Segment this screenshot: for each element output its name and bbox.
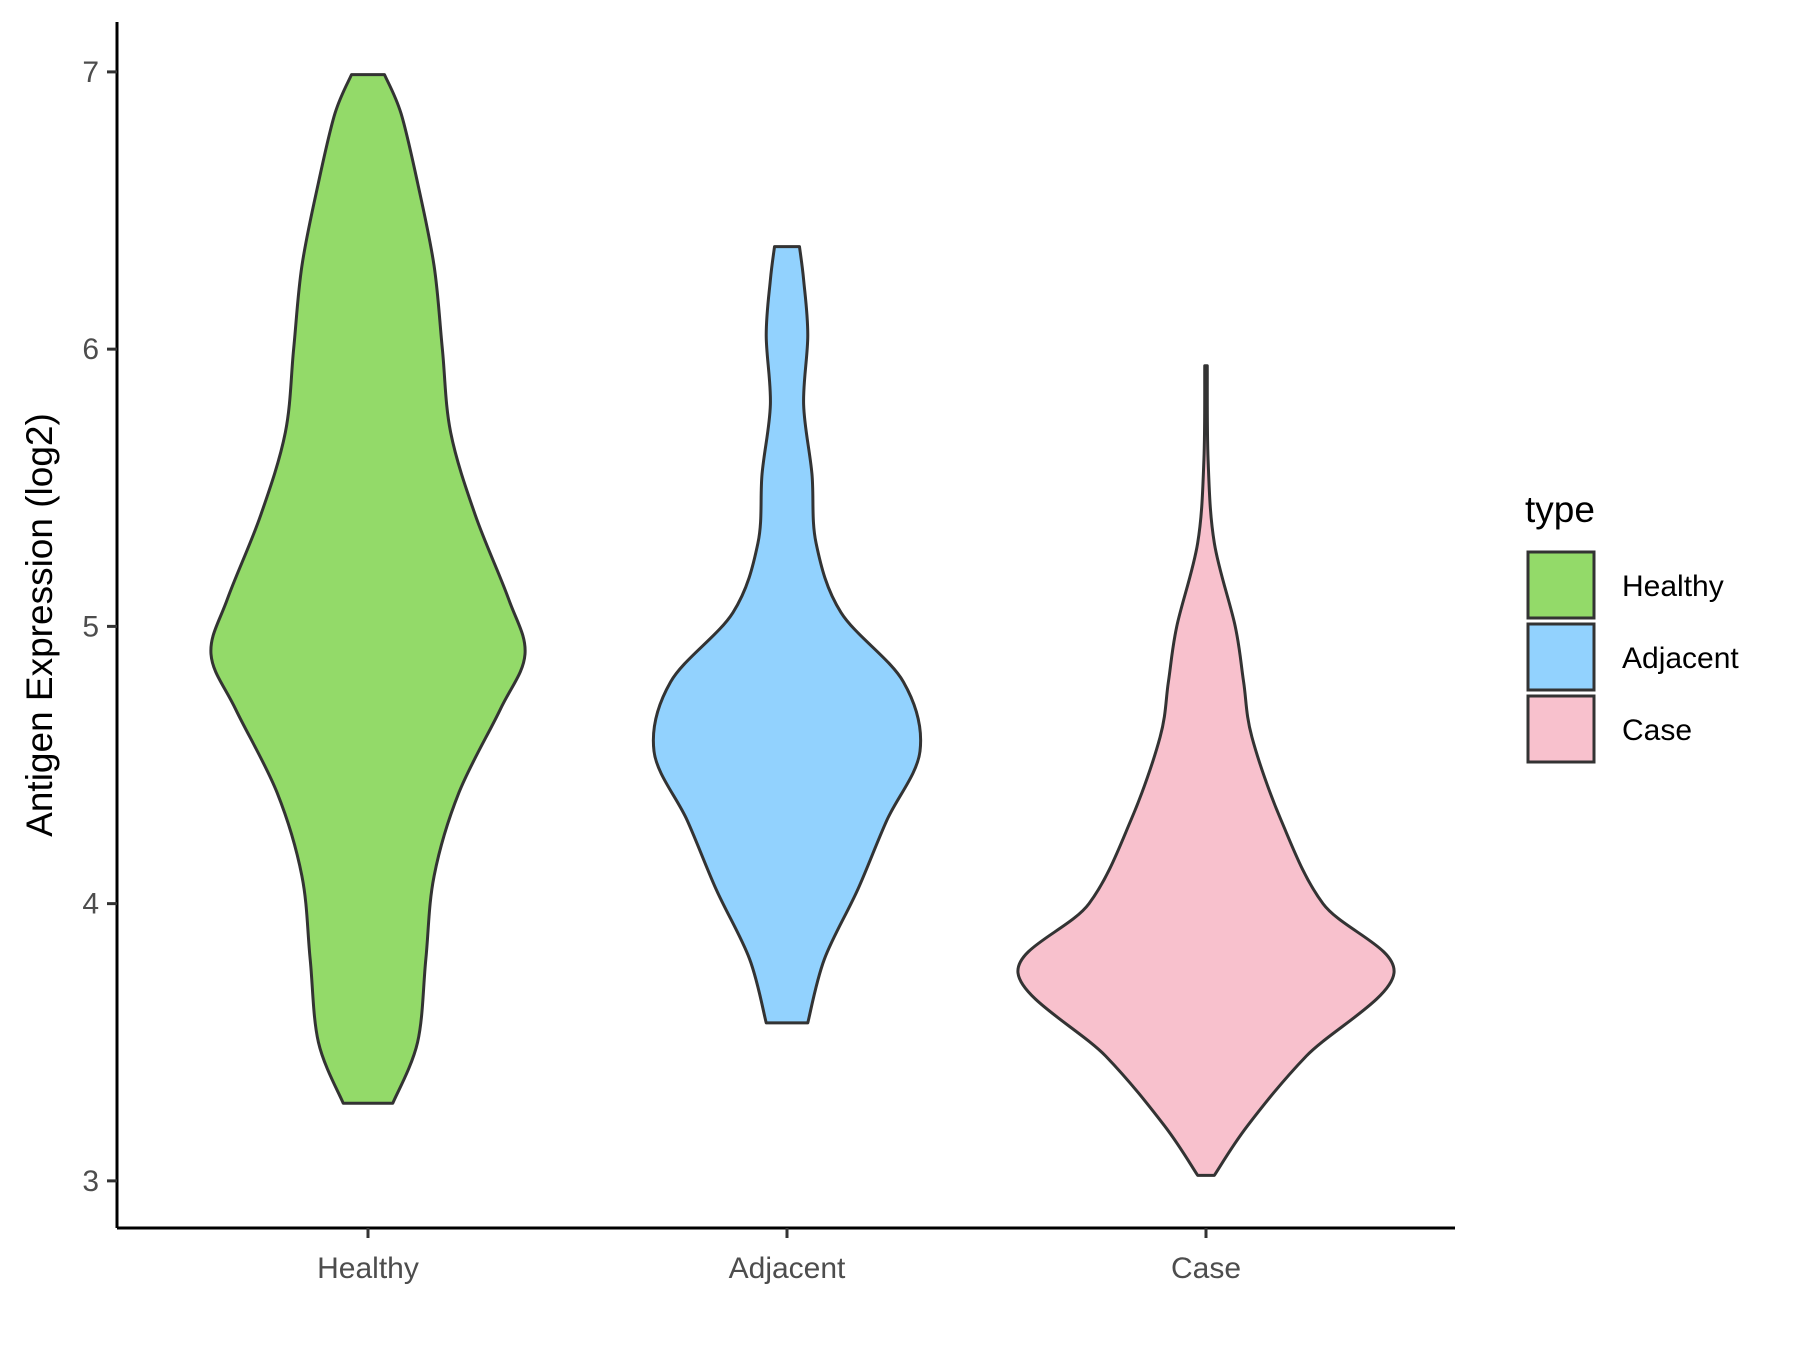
violin-layer [209,73,1396,1177]
legend-label-healthy: Healthy [1622,570,1724,603]
legend-swatch-healthy [1526,550,1596,620]
legend: type Healthy Adjacent Case [1525,489,1739,764]
legend-label-adjacent: Adjacent [1622,642,1739,675]
legend-swatch-adjacent [1526,622,1596,692]
y-tick-label: 6 [82,333,99,366]
y-tick-label: 3 [82,1165,99,1198]
legend-items: Healthy Adjacent Case [1526,550,1739,764]
legend-label-case: Case [1622,714,1692,747]
x-tick-label: Healthy [317,1252,419,1285]
violin-healthy [209,73,527,1105]
x-tick-label: Case [1171,1252,1241,1285]
violin-case [1016,364,1396,1177]
axes: 3 4 5 6 7 Healthy Adjacent Case [82,22,1455,1285]
y-ticks: 3 4 5 6 7 [82,56,117,1198]
y-tick-label: 4 [82,888,99,921]
x-tick-label: Adjacent [729,1252,846,1285]
legend-title: type [1525,489,1595,530]
y-axis-title: Antigen Expression (log2) [19,413,60,837]
y-tick-label: 5 [82,610,99,643]
y-tick-label: 7 [82,56,99,89]
x-ticks: Healthy Adjacent Case [317,1228,1241,1285]
violin-adjacent [651,245,923,1025]
legend-swatch-case [1526,694,1596,764]
